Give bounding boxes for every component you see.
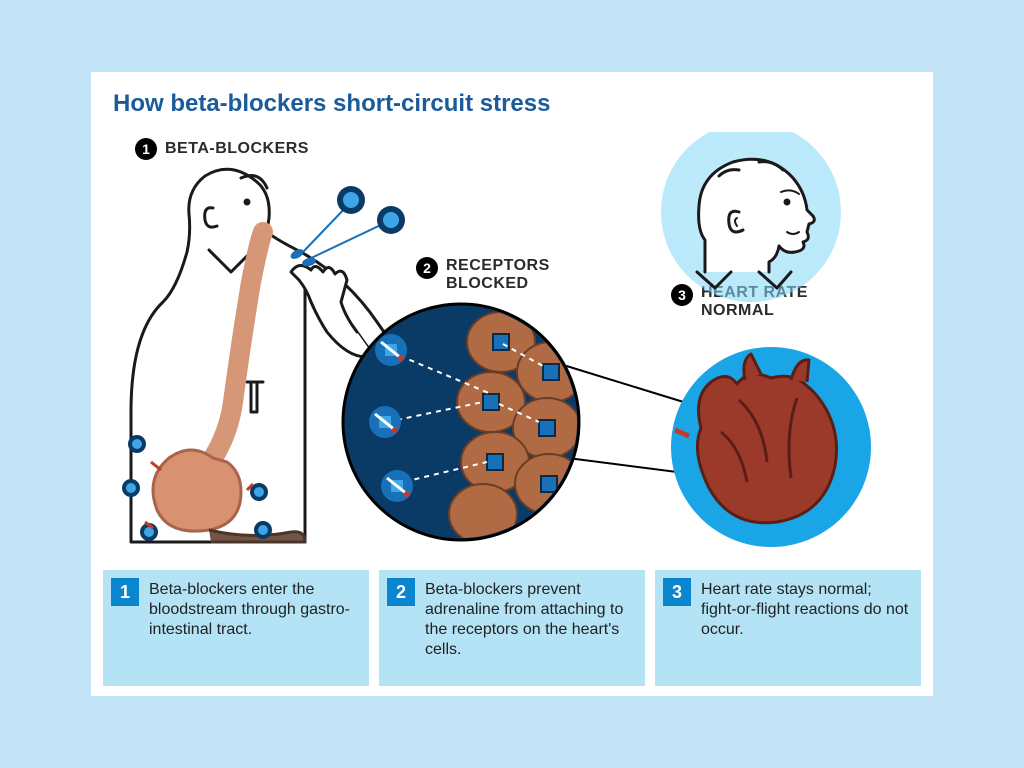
panel-text-1: Beta-blockers enter the bloodstream thro…: [149, 580, 359, 640]
panel-2: 2 Beta-blockers prevent adrenaline from …: [379, 570, 645, 686]
panel-num-1: 1: [111, 578, 139, 606]
diagram-illustration: [91, 132, 933, 562]
panel-3: 3 Heart rate stays normal; fight-or-flig…: [655, 570, 921, 686]
panel-text-3: Heart rate stays normal; fight-or-flight…: [701, 580, 911, 640]
panel-text-2: Beta-blockers prevent adrenaline from at…: [425, 580, 635, 660]
panel-num-3: 3: [663, 578, 691, 606]
panel-num-2: 2: [387, 578, 415, 606]
main-title: How beta-blockers short-circuit stress: [113, 90, 550, 118]
explanation-panels: 1 Beta-blockers enter the bloodstream th…: [103, 570, 921, 686]
infographic-canvas: How beta-blockers short-circuit stress 1…: [91, 72, 933, 696]
panel-1: 1 Beta-blockers enter the bloodstream th…: [103, 570, 369, 686]
